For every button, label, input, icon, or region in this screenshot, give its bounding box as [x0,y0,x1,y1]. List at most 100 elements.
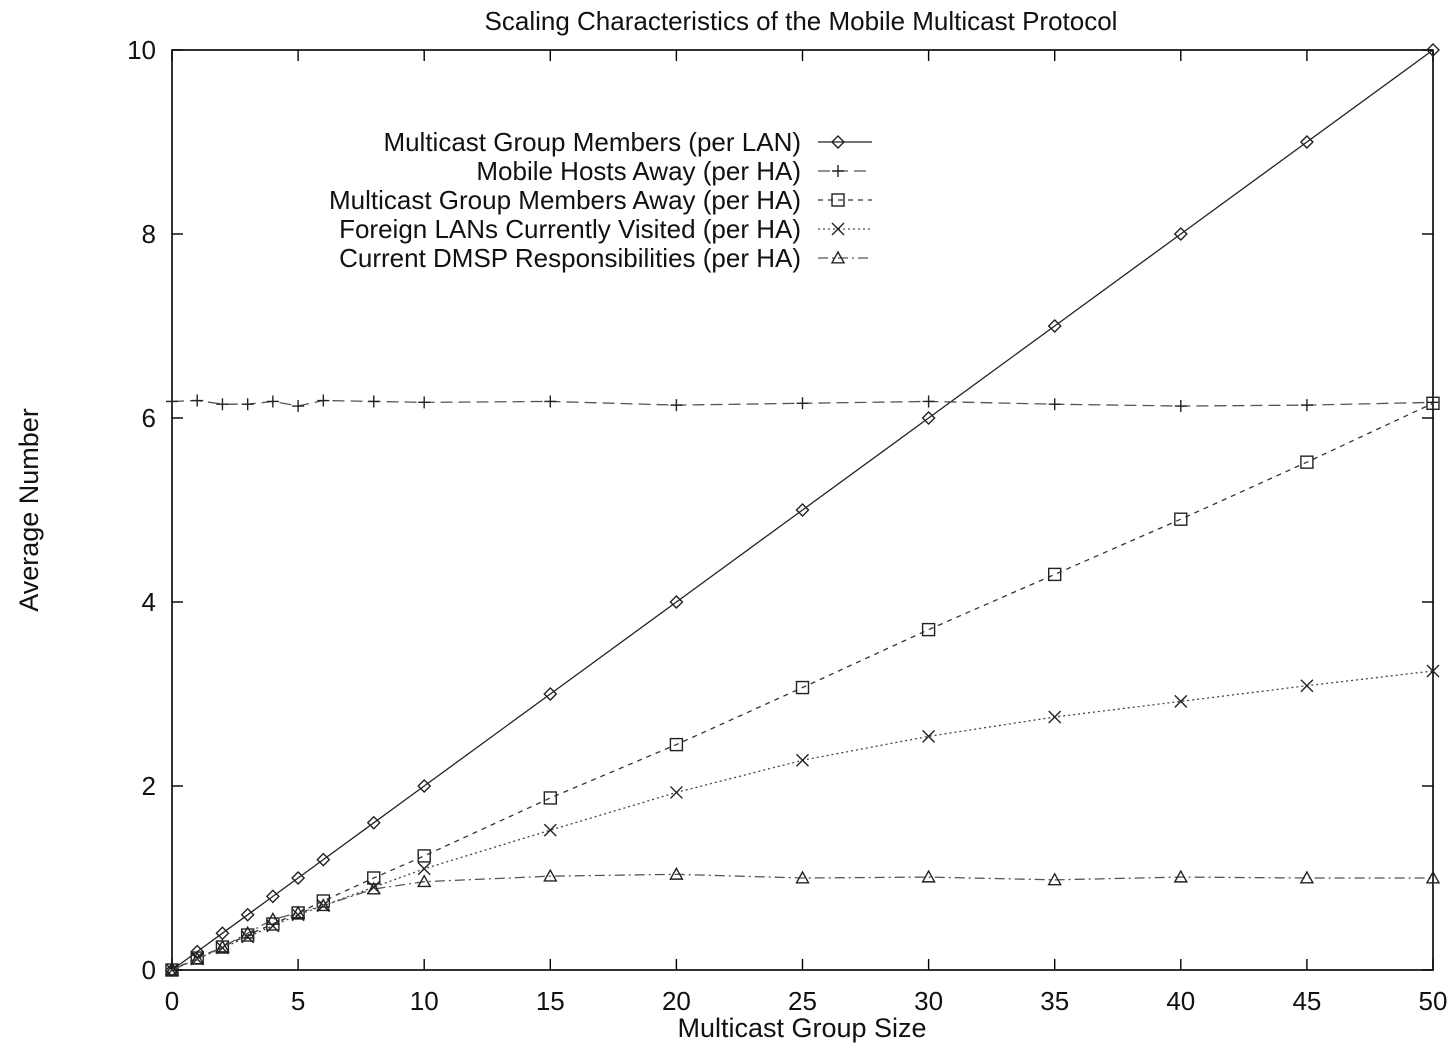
data-point [669,737,684,752]
data-point [796,753,809,767]
y-tick-label: 4 [142,587,156,617]
data-point [166,395,178,408]
data-point [543,823,557,837]
data-point [921,411,936,425]
data-point [1174,400,1187,413]
series-line [171,670,1434,971]
legend-label: Foreign LANs Currently Visited (per HA) [339,214,801,244]
legend-label: Current DMSP Responsibilities (per HA) [339,243,801,273]
data-point [1173,869,1188,883]
data-point [240,925,255,939]
data-point [266,395,279,408]
data-point [544,395,557,408]
legend-marker [831,193,845,207]
series-4 [164,866,1441,976]
data-point [216,398,229,411]
series-line [171,873,1433,971]
data-point [1047,872,1062,886]
data-point [367,395,380,408]
tick-labels: 0 5 10 15 20 25 30 35 40 45 50 0 2 4 6 8 10 [127,35,1447,1016]
x-axis-label: Multicast Group Size [677,1013,926,1043]
data-point [1173,227,1188,241]
data-point [1300,455,1314,469]
series-line [171,402,1434,971]
y-tick-label: 8 [142,219,156,249]
x-tick-label: 45 [1292,986,1321,1016]
data-point [1426,664,1440,678]
x-tick-label: 30 [914,986,943,1016]
y-tick-label: 2 [142,771,156,801]
y-tick-label: 10 [127,35,156,65]
x-tick-label: 40 [1166,986,1195,1016]
x-tick-label: 10 [410,986,439,1016]
data-point [418,396,431,409]
data-point [241,930,255,944]
x-tick-label: 15 [536,986,565,1016]
x-tick-label: 5 [291,986,305,1016]
data-point [1300,679,1314,693]
data-point [1048,398,1061,411]
data-point [215,939,230,953]
x-tick-label: 20 [662,986,691,1016]
data-point [543,687,558,701]
data-point [670,399,683,412]
data-point [240,928,255,942]
series-0 [165,43,1440,977]
data-point [1299,870,1315,884]
data-point [1300,399,1313,412]
data-point [215,926,230,941]
data-point [1174,512,1188,526]
data-point [191,394,204,407]
data-point [1426,43,1440,57]
data-point [796,397,809,410]
data-point [316,894,331,908]
data-point [1047,567,1062,582]
data-point [240,907,255,922]
x-tick-label: 50 [1419,986,1448,1016]
data-point [669,866,684,880]
series-line [171,49,1434,971]
series-2 [165,396,1440,977]
data-point [669,785,683,799]
data-point [292,400,305,413]
data-point [190,944,205,959]
data-point [417,874,432,888]
legend-label: Multicast Group Members (per LAN) [383,127,801,157]
legend-marker [831,135,845,149]
data-point [316,898,331,912]
data-point [1048,710,1062,724]
legend-marker [830,250,846,264]
data-point [543,868,558,882]
data-point [241,398,254,411]
legend-label: Mobile Hosts Away (per HA) [476,156,801,186]
data-point [316,852,331,867]
data-point [795,870,810,884]
legend-marker [831,222,845,236]
data-point [795,503,810,517]
x-tick-label: 0 [165,986,179,1016]
y-tick-label: 6 [142,403,156,433]
data-point [921,622,936,637]
chart-title: Scaling Characteristics of the Mobile Mu… [485,6,1118,36]
data-point [317,394,330,407]
x-tick-label: 35 [1040,986,1069,1016]
data-point [291,871,306,885]
data-point [366,881,381,895]
data-point [922,729,936,743]
data-point [417,849,431,863]
data-point [291,908,305,922]
data-point [190,951,205,965]
data-point [265,911,281,925]
data-point [290,905,306,919]
legend-label: Multicast Group Members Away (per HA) [329,185,801,215]
data-point [1425,870,1441,884]
data-point [1427,396,1439,409]
series-1 [166,394,1439,413]
y-axis-label: Average Number [14,408,44,612]
data-point [265,889,280,904]
legend-marker [832,165,844,177]
data-point [543,791,557,805]
data-point [1174,694,1188,708]
series-3 [165,664,1440,977]
